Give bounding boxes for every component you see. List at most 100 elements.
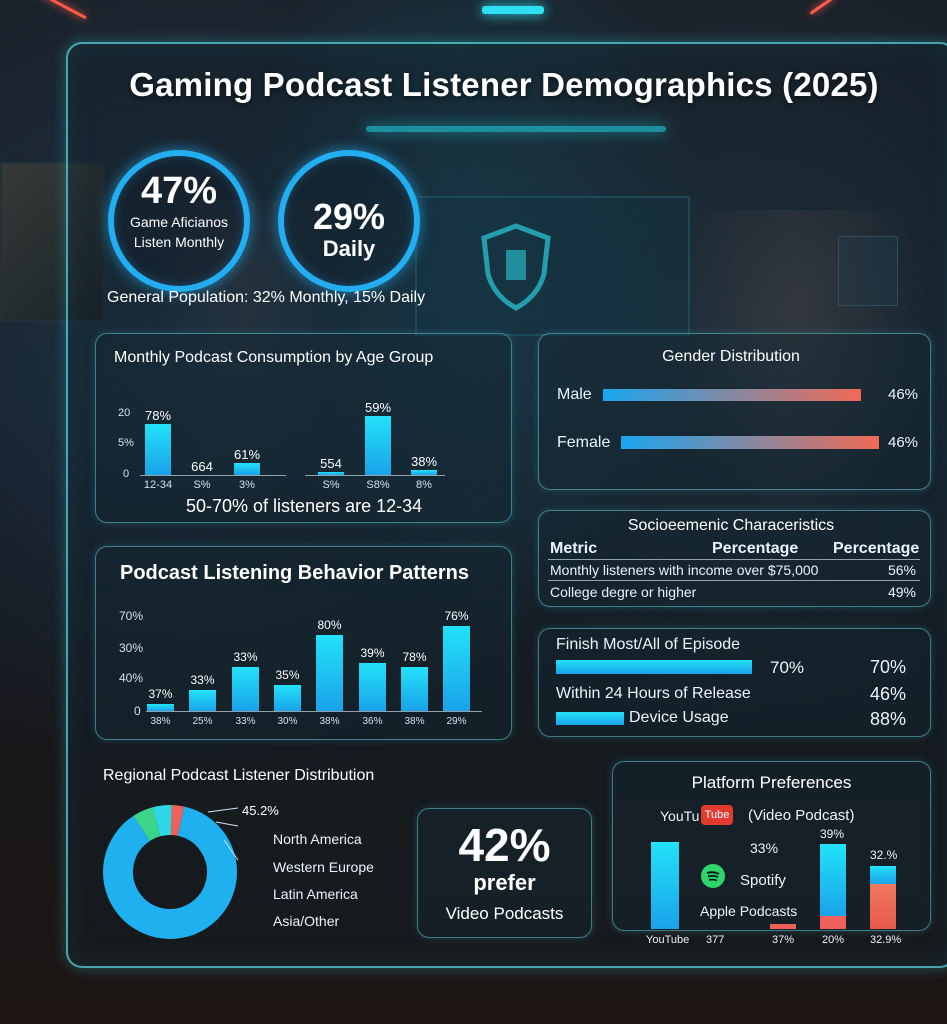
monthly-ring-label-2: Listen Monthly	[133, 234, 225, 250]
video-preference-card	[417, 808, 592, 938]
monthly-ring-label-1: Game Aficianos	[129, 214, 229, 230]
age-bar-x-label: 8%	[416, 479, 432, 491]
episode-row3-bar	[556, 712, 624, 725]
age-bar-value-label: 38%	[410, 453, 438, 469]
gender-male-value: 46%	[888, 386, 919, 403]
platform-bar-spotify-base	[820, 916, 846, 929]
socio-row-income: Monthly listeners with income over $75,0…	[550, 562, 922, 579]
age-bar-value-label: 664	[191, 459, 213, 474]
platform-x-5: 32.9%	[870, 934, 902, 946]
behavior-bar	[189, 689, 216, 711]
regional-legend-western-europe: Western Europe	[273, 859, 374, 875]
behavior-bar-x-label: 38%	[150, 716, 171, 727]
age-bar	[145, 423, 171, 475]
behavior-bar-value-label: 39%	[360, 646, 385, 661]
age-y-tick-zero: 0	[123, 468, 130, 480]
regional-title: Regional Podcast Listener Distribution	[103, 767, 375, 784]
platform-bar-apple	[770, 924, 796, 929]
age-bar-x-label: 3%	[239, 479, 255, 491]
gender-title: Gender Distribution	[662, 348, 800, 365]
platform-apple-label: Apple Podcasts	[700, 903, 798, 919]
platform-x-youtube: YouTube	[646, 934, 690, 946]
neon-strip-top-center	[482, 6, 544, 14]
page-title: Gaming Podcast Listener Demogrарhics (20…	[129, 66, 879, 103]
regional-top-label: 45.2%	[242, 803, 279, 818]
donut-leader-1	[207, 807, 239, 813]
behavior-bar-x-label: 36%	[362, 716, 383, 727]
behavior-bar	[316, 634, 343, 711]
socio-header-divider	[548, 559, 920, 560]
behavior-bar-x-label: 29%	[446, 716, 467, 727]
neon-strip-top-left	[23, 0, 87, 20]
age-bar	[365, 415, 391, 475]
behavior-y-tick-2: 30%	[119, 641, 144, 655]
platform-x-2: 377	[706, 934, 725, 946]
age-bar-value-label: 554	[320, 456, 342, 472]
gender-male-bar	[603, 389, 861, 401]
age-footnote: 50-70% of listeners are 12-34	[186, 496, 423, 516]
video-preference-line1: prefer	[473, 870, 536, 895]
socio-row-college: College degre or higher 49%	[550, 584, 922, 601]
age-bar-x-label: S8%	[366, 479, 390, 491]
gender-male-label: Male	[557, 386, 592, 403]
regional-donut	[103, 805, 239, 939]
behavior-bar	[274, 684, 301, 711]
platform-x-4: 20%	[822, 934, 845, 946]
behavior-bar-value-label: 78%	[402, 649, 427, 664]
behavior-bar-x-label: 38%	[319, 716, 340, 727]
platform-bar-other	[870, 866, 896, 884]
behavior-bar	[147, 704, 174, 711]
platform-bar-other-base	[870, 884, 896, 929]
spotify-icon	[701, 864, 725, 888]
platform-bar-youtube	[651, 842, 679, 929]
behavior-y-tick-3: 40%	[119, 671, 144, 685]
episode-row3-value: 88%	[870, 709, 907, 729]
behavior-y-tick-zero: 0	[134, 704, 141, 718]
socio-title: Socioeemenic Characeristics	[627, 517, 835, 534]
age-chart-title: Monthly Podcast Consumption by Age Group	[114, 349, 434, 366]
age-bar	[234, 463, 260, 475]
monthly-ring: 47% Game Aficianos Listen Monthly	[108, 150, 250, 292]
age-axis-right	[305, 475, 445, 476]
behavior-bar-value-label: 35%	[275, 667, 300, 682]
regional-legend-north-america: North America	[273, 831, 362, 847]
episode-row3-label: Device Usage	[629, 709, 729, 726]
age-bar-value-label: 59%	[364, 399, 392, 415]
behavior-bar	[359, 663, 386, 711]
behavior-bar-x-label: 30%	[277, 716, 298, 727]
socio-header-percentage-2: Percentage	[833, 540, 920, 557]
behavior-bar-x-label: 33%	[235, 716, 256, 727]
video-preference-line2: Video Podcasts	[445, 904, 564, 923]
platform-bar-spotify	[820, 844, 846, 916]
age-bar	[411, 469, 437, 475]
behavior-bar	[443, 626, 470, 711]
behavior-bar-value-label: 33%	[190, 672, 215, 687]
platform-x-3: 37%	[772, 934, 795, 946]
platform-youtube-text: YouTu	[660, 808, 700, 824]
behavior-axis	[146, 711, 482, 712]
regional-legend-latin-america: Latin America	[273, 886, 358, 902]
behavior-bar-value-label: 33%	[233, 649, 258, 664]
behavior-bar-value-label: 37%	[148, 687, 173, 702]
age-bar-x-label: S%	[193, 479, 211, 491]
platform-video-podcast: (Video Podcast)	[748, 807, 855, 824]
age-y-tick-mid: 5%	[118, 437, 134, 449]
behavior-bar-x-label: 38%	[404, 716, 425, 727]
socio-row-college-value: 49%	[887, 584, 916, 600]
donut-slice	[103, 805, 237, 939]
socio-row-income-metric: Monthly listeners with income over $75,0…	[550, 562, 819, 578]
neon-strip-top-right	[809, 0, 835, 15]
age-axis-left	[140, 475, 286, 476]
age-bar-value-label: 78%	[144, 407, 172, 423]
socio-row-income-value: 56%	[887, 562, 916, 578]
episode-row1-bar-value: 70%	[770, 658, 805, 677]
behavior-bar	[232, 666, 259, 711]
donut-leader-2	[215, 821, 239, 827]
behavior-y-tick-1: 70%	[119, 609, 144, 623]
behavior-bar-x-label: 25%	[192, 716, 213, 727]
gender-female-value: 46%	[888, 434, 919, 451]
gender-female-label: Female	[557, 434, 611, 451]
socio-header-percentage-1: Percentage	[712, 540, 799, 557]
episode-row1-value: 70%	[870, 657, 907, 677]
socio-row-divider	[548, 580, 920, 581]
